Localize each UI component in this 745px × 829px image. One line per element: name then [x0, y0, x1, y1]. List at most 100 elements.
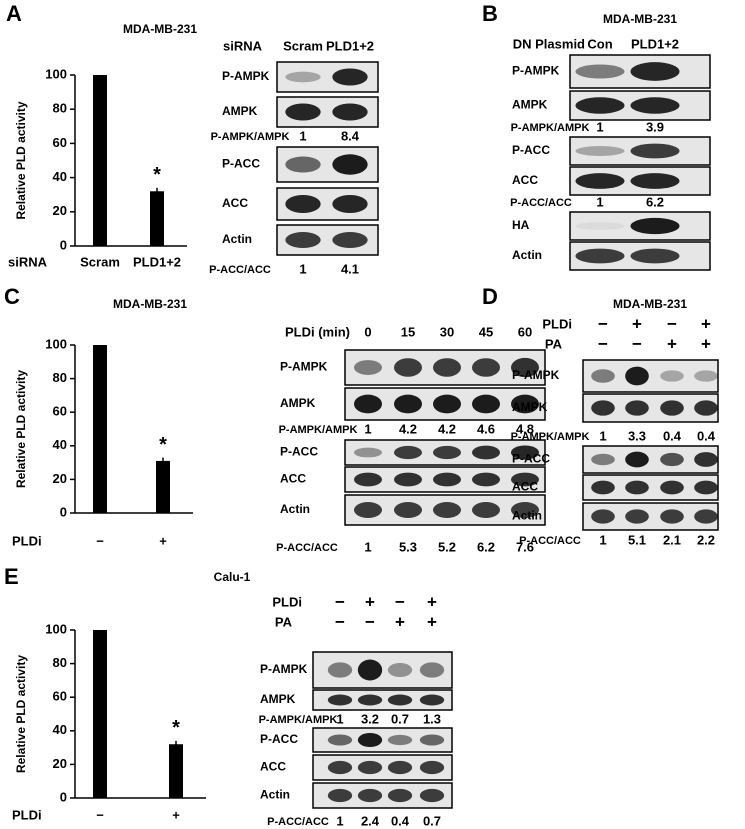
blot-label: P-ACC: [260, 732, 298, 746]
lane-label: 15: [401, 324, 415, 339]
blot-label: Actin: [512, 509, 542, 523]
blot-label: HA: [512, 218, 530, 232]
band: [419, 734, 445, 746]
blot-box: [569, 211, 711, 241]
band: [332, 154, 368, 175]
y-tick-label: 60: [53, 404, 67, 419]
ratio-value: 1: [299, 128, 306, 143]
panel-title: MDA-MB-231: [603, 12, 677, 26]
ratio-label: P-ACC/ACC: [209, 264, 271, 276]
lane-header-label: DN Plasmid: [513, 36, 585, 51]
y-tick-label: 100: [45, 336, 67, 351]
y-tick-label: 60: [53, 689, 67, 704]
band: [433, 358, 461, 377]
lane-label: +: [365, 592, 375, 611]
chart-title: Calu-1: [214, 570, 251, 584]
y-tick-label: 0: [60, 789, 67, 804]
band: [357, 760, 383, 775]
blot-strip: [276, 96, 379, 128]
ratio-value: 2.1: [663, 532, 681, 547]
panel-letter: D: [482, 284, 498, 309]
blot-box: [312, 689, 453, 711]
ratio-value: 1.3: [423, 711, 441, 726]
band: [285, 103, 321, 121]
blot-strip: [582, 474, 719, 501]
band: [575, 173, 625, 189]
y-tick-label: 80: [53, 101, 67, 116]
lane-label: −: [335, 592, 345, 611]
ratio-value: 4.1: [341, 261, 359, 276]
band: [472, 358, 500, 377]
chart-title: MDA-MB-231: [113, 297, 187, 311]
band: [630, 173, 680, 189]
band: [694, 400, 718, 416]
band: [394, 502, 422, 518]
band: [433, 502, 461, 518]
blot-strip: [344, 439, 546, 466]
ratio-value: 3.9: [646, 119, 664, 134]
band: [591, 453, 615, 466]
blot-label: P-ACC: [280, 445, 318, 459]
band: [357, 694, 383, 706]
lane-label: Con: [587, 36, 612, 51]
y-tick-label: 100: [45, 66, 67, 81]
band: [472, 394, 500, 414]
lane-label: PLD1+2: [631, 36, 679, 51]
blot-strip: [312, 754, 453, 781]
ratio-value: 3.3: [628, 428, 646, 443]
band: [354, 394, 382, 414]
y-tick-label: 80: [53, 655, 67, 670]
ratio-value: 0.7: [391, 711, 409, 726]
band: [285, 194, 321, 214]
ratio-value: 2.4: [361, 813, 380, 828]
band: [394, 445, 422, 460]
ratio-value: 8.4: [341, 128, 360, 143]
band: [625, 509, 649, 524]
band: [332, 232, 368, 248]
blot-label: AMPK: [260, 692, 296, 706]
band: [433, 472, 461, 487]
lane-header-label: PA: [275, 614, 293, 629]
panel-letter: B: [482, 1, 498, 26]
band: [660, 400, 684, 416]
ratio-label: P-ACC/ACC: [519, 535, 581, 547]
band: [354, 447, 382, 458]
blot-label: P-AMPK: [222, 69, 270, 83]
band: [591, 369, 615, 383]
band: [694, 370, 718, 382]
band: [625, 451, 649, 468]
band: [332, 194, 368, 214]
blot-label: ACC: [222, 196, 248, 210]
band: [419, 662, 445, 678]
ratio-value: 0.4: [697, 428, 716, 443]
band: [472, 502, 500, 518]
bar: [150, 191, 164, 246]
ratio-value: 1: [596, 119, 603, 134]
lane-label: 0: [364, 324, 371, 339]
ratio-value: 1: [336, 813, 343, 828]
band: [511, 394, 539, 414]
band: [472, 445, 500, 460]
ratio-label: P-ACC/ACC: [267, 816, 329, 828]
band: [625, 400, 649, 416]
bar: [93, 345, 107, 513]
band: [660, 370, 684, 382]
ratio-value: 6.2: [646, 194, 664, 209]
blot-strip: [276, 187, 379, 221]
x-tick-label: −: [96, 807, 104, 822]
ratio-value: 0.4: [391, 813, 410, 828]
blot-strip: [582, 393, 719, 423]
blot-strip: [344, 466, 546, 493]
blot-label: Actin: [222, 232, 252, 246]
x-tick-label: +: [159, 533, 167, 548]
band: [575, 64, 625, 79]
band: [327, 662, 353, 678]
panel-letter: E: [4, 564, 19, 589]
band: [625, 480, 649, 495]
ratio-label: P-AMPK/AMPK: [511, 431, 590, 443]
y-axis-label: Relative PLD activity: [14, 101, 28, 219]
significance-mark: *: [153, 164, 161, 186]
x-tick-label: Scram: [80, 254, 120, 269]
lane-label: −: [335, 612, 345, 631]
